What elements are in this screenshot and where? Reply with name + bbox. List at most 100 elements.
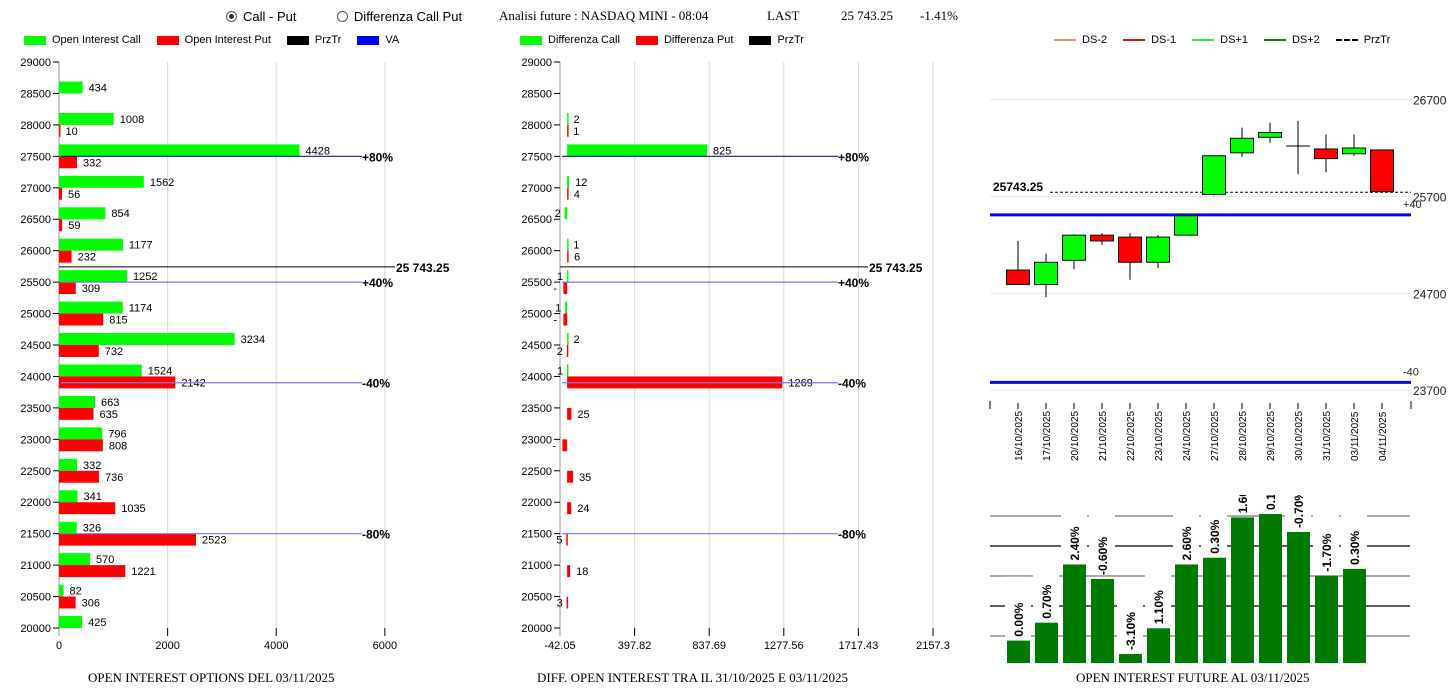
y-tick-label: 24000: [521, 371, 552, 383]
legend-label: Open Interest Put: [184, 34, 271, 46]
call-bar: [566, 270, 569, 283]
swatch-call: [24, 35, 46, 45]
call-bar: [59, 301, 123, 314]
call-value-label: 1: [555, 303, 561, 315]
put-value-label: 56: [68, 189, 80, 201]
line-ds-1: [1123, 39, 1146, 41]
call-value-label: 2: [573, 114, 579, 126]
x-tick-label: 03/11/2025: [1350, 411, 1361, 461]
y-tick-label: 23000: [521, 434, 552, 446]
put-value-label: 24: [577, 503, 589, 515]
x-tick-label: 1717.43: [839, 640, 879, 652]
radio-differenza-call-put[interactable]: Differenza Call Put: [336, 9, 463, 24]
y-tick-label: 21000: [521, 560, 552, 572]
x-tick-label: 29/10/2025: [1266, 411, 1277, 461]
line-prztr: [1335, 39, 1358, 41]
candle-up: [1258, 131, 1282, 138]
x-tick-label: 23/10/2025: [1154, 411, 1165, 461]
put-value-label: 10: [66, 126, 78, 138]
y-tick-label: 26000: [20, 246, 51, 258]
legend-item-ds+1: DS+1: [1192, 34, 1248, 46]
label-background: [1201, 495, 1227, 554]
call-value-label: 1: [573, 240, 579, 252]
radio-unselected-icon: [336, 11, 348, 22]
y-tick-label: 24000: [20, 371, 51, 383]
call-bar: [59, 521, 77, 534]
call-bar: [59, 144, 300, 157]
label-background: [1285, 495, 1311, 528]
call-bar: [567, 333, 569, 345]
line-ds+2: [1263, 39, 1286, 41]
oi-future-label: -3.10%: [1124, 612, 1138, 650]
oi-future-bar: [1315, 575, 1338, 663]
label-background: [1117, 590, 1143, 651]
y-tick-label: 24500: [521, 340, 552, 352]
candle-up: [1230, 137, 1254, 154]
call-bar: [59, 175, 144, 188]
put-value-label: 309: [82, 283, 100, 295]
candle-down: [1370, 149, 1394, 193]
swatch-put: [156, 35, 179, 45]
last-label: LAST: [767, 8, 800, 23]
call-bar: [59, 458, 78, 471]
y-tick-label: 22000: [20, 497, 51, 509]
va-line-label: +40: [1403, 199, 1422, 211]
y-tick-label: 26000: [521, 246, 552, 258]
legend-item-prztr: PrzTr: [749, 34, 804, 46]
call-bar: [59, 270, 127, 283]
put-value-label: 6: [574, 252, 580, 264]
va-line-label: +80%: [838, 150, 869, 164]
call-value-label: 434: [89, 82, 107, 94]
candle-down: [1118, 236, 1142, 263]
label-background: [1257, 495, 1283, 511]
legend-oi-options: Open Interest Call Open Interest Put Prz…: [24, 34, 415, 46]
put-value-label: -: [553, 283, 557, 295]
legend-item-ds+2: DS+2: [1263, 34, 1320, 46]
y-tick-label: 29000: [20, 57, 51, 69]
call-value-label: 570: [96, 554, 114, 566]
price-line-label: 25 743.25: [396, 261, 450, 275]
y-tick-label: 23000: [20, 434, 51, 446]
oi-future-label: 0.30%: [1208, 519, 1222, 553]
x-tick-label: 837.69: [692, 640, 726, 652]
swatch-put: [635, 35, 658, 45]
x-tick-label: 397.82: [618, 640, 652, 652]
put-value-label: -: [552, 440, 556, 452]
x-tick-label: 16/10/2025: [1014, 411, 1025, 461]
price-line-label: 25 743.25: [869, 261, 923, 275]
x-tick-label: 0: [56, 640, 62, 652]
legend-label: Open Interest Call: [52, 34, 141, 46]
put-bar: [59, 345, 99, 357]
call-bar: [59, 207, 106, 220]
put-value-label: 732: [105, 346, 123, 358]
put-bar: [59, 187, 63, 200]
radio-call-put-label: Call - Put: [243, 9, 297, 24]
call-value-label: 796: [108, 428, 126, 440]
y-tick-label: 20000: [521, 623, 552, 635]
put-bar: [567, 124, 569, 137]
oi-future-label: 2.40%: [1068, 526, 1082, 560]
call-value-label: 1: [557, 365, 563, 377]
va-line-label: -40%: [838, 377, 866, 391]
put-bar: [567, 565, 571, 578]
oi-future-bar: [1343, 568, 1366, 663]
call-bar: [59, 364, 142, 377]
label-background: [1005, 576, 1031, 637]
label-background: [1033, 558, 1059, 619]
call-value-label: 82: [69, 586, 81, 598]
call-value-label: 1: [557, 271, 563, 283]
y-tick-label: 21500: [521, 529, 552, 541]
put-bar: [59, 565, 126, 578]
call-bar: [59, 238, 123, 251]
legend-label: DS+1: [1220, 34, 1248, 46]
put-bar: [59, 282, 76, 295]
change-percent: -1.41%: [920, 8, 958, 23]
radio-call-put[interactable]: Call - Put: [226, 9, 296, 24]
x-tick-label: 4000: [264, 640, 288, 652]
call-bar: [59, 395, 96, 408]
radio-differenza-label: Differenza Call Put: [353, 9, 463, 24]
put-bar: [59, 470, 99, 483]
put-bar: [59, 250, 72, 263]
call-bar: [59, 427, 103, 440]
put-value-label: 736: [105, 472, 123, 484]
